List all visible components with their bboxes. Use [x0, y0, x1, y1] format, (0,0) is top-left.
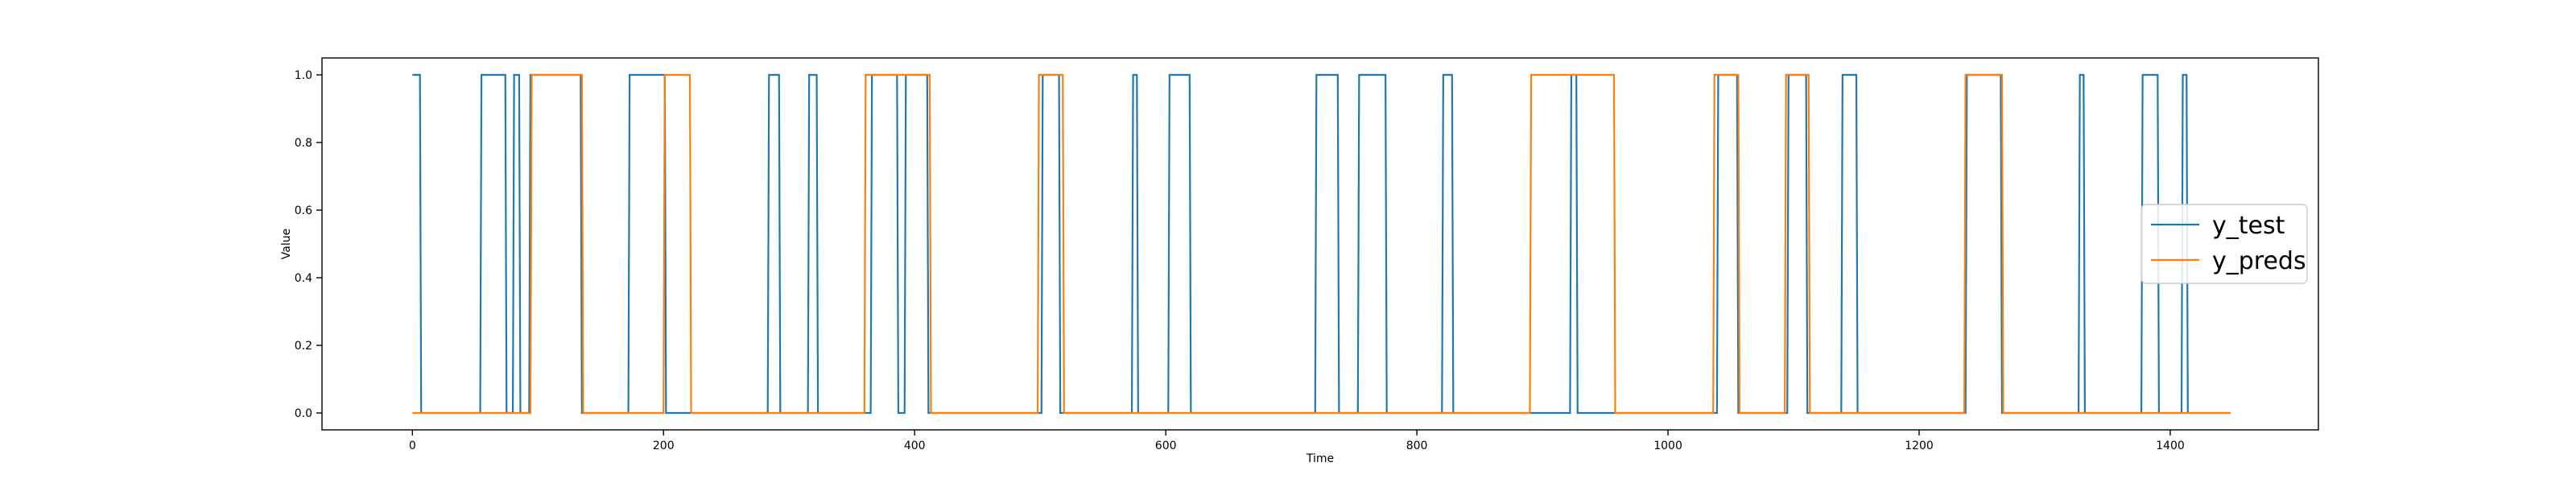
y-tick-label: 0.4: [295, 272, 312, 285]
x-tick-label: 600: [1155, 440, 1177, 452]
legend: y_test y_preds: [2140, 204, 2308, 284]
y-tick-label: 0.2: [295, 340, 312, 353]
y-tick-label: 0.0: [295, 407, 312, 420]
x-axis: 0 200 400 600 800 1000 1200 1400: [409, 430, 2185, 452]
x-tick-label: 1000: [1653, 440, 1682, 452]
y-axis-label: Value: [280, 229, 293, 259]
legend-label-y-test: y_test: [2212, 212, 2285, 240]
axes-frame: [321, 57, 2319, 431]
y-tick-label: 0.8: [295, 137, 312, 150]
y-axis: 0.0 0.2 0.4 0.6 0.8 1.0: [295, 69, 322, 420]
x-tick-label: 1200: [1905, 440, 1934, 452]
x-tick-label: 800: [1406, 440, 1428, 452]
x-tick-label: 1400: [2156, 440, 2185, 452]
x-axis-label: Time: [1306, 452, 1334, 465]
series-line-y-preds: [412, 73, 2231, 415]
x-tick-label: 400: [904, 440, 926, 452]
series-line-y-test: [412, 73, 2231, 415]
x-tick-label: 0: [409, 440, 416, 452]
y-tick-label: 1.0: [295, 69, 312, 82]
x-tick-label: 200: [653, 440, 675, 452]
y-tick-label: 0.6: [295, 204, 312, 217]
legend-label-y-preds: y_preds: [2212, 247, 2306, 275]
